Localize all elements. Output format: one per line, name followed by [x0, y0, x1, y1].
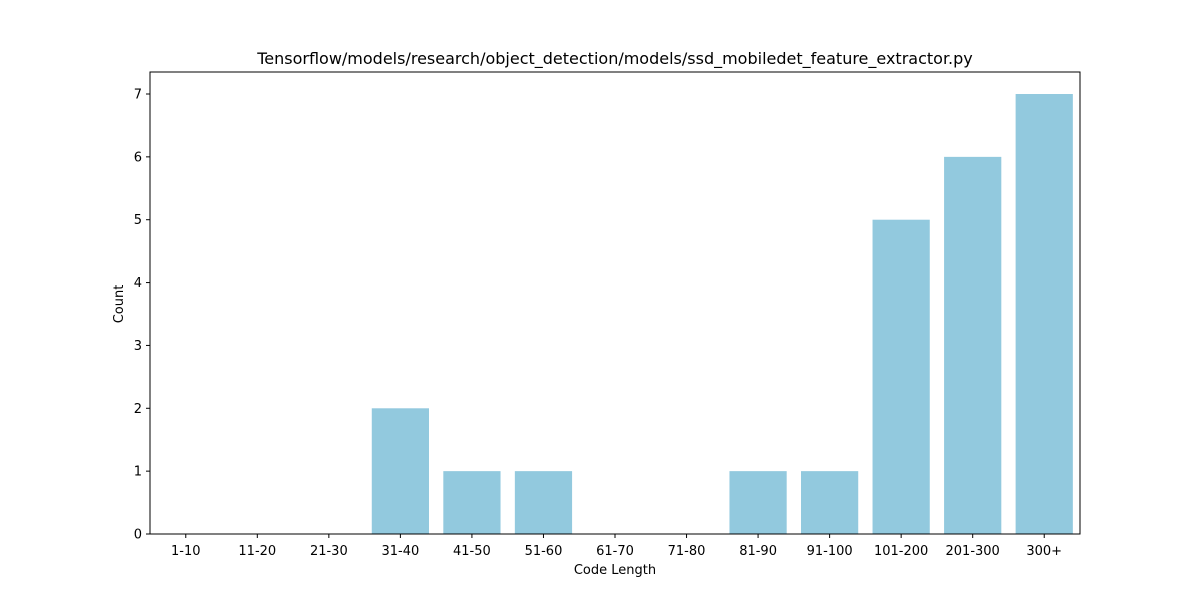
bar-41-50 — [443, 471, 501, 534]
bar-91-100 — [801, 471, 859, 534]
bar-101-200 — [872, 219, 930, 534]
x-axis-ticks: 1-10 11-20 21-30 31-40 41-50 51-60 61-70 71-80 8… — [171, 534, 1062, 559]
y-tick-label: 7 — [134, 88, 142, 103]
plot-frame — [149, 71, 1081, 535]
y-tick-label: 2 — [134, 402, 142, 417]
y-tick-label: 6 — [134, 150, 142, 165]
chart-title: Tensorflow/models/research/object_detect… — [256, 49, 973, 69]
bar-201-300 — [944, 156, 1002, 535]
y-tick-label: 5 — [134, 213, 142, 228]
x-tick-label: 41-50 — [453, 544, 491, 559]
x-tick-label: 71-80 — [668, 544, 706, 559]
x-tick-label: 1-10 — [171, 544, 201, 559]
y-tick-label: 4 — [134, 276, 142, 291]
x-tick-label: 61-70 — [596, 544, 634, 559]
y-tick-label: 0 — [134, 528, 142, 543]
x-axis-label: Code Length — [574, 563, 656, 578]
x-tick-label: 201-300 — [946, 544, 1000, 559]
bar-300+ — [1015, 94, 1073, 534]
bar-51-60 — [514, 471, 573, 534]
y-axis-ticks: 0 1 2 3 4 5 6 7 — [134, 88, 150, 543]
x-tick-label: 21-30 — [310, 544, 348, 559]
bar-81-90 — [729, 471, 787, 534]
y-axis-label: Count — [112, 285, 127, 324]
x-tick-label: 300+ — [1026, 544, 1062, 559]
x-tick-label: 81-90 — [739, 544, 777, 559]
x-tick-label: 51-60 — [525, 544, 563, 559]
axes-layer — [149, 71, 1081, 535]
y-tick-label: 1 — [134, 465, 142, 480]
bar-31-40 — [371, 408, 429, 534]
x-tick-label: 31-40 — [381, 544, 419, 559]
y-tick-label: 3 — [134, 339, 142, 354]
x-tick-label: 11-20 — [238, 544, 276, 559]
bars-layer — [371, 94, 1073, 535]
x-tick-label: 101-200 — [874, 544, 928, 559]
x-tick-label: 91-100 — [807, 544, 853, 559]
